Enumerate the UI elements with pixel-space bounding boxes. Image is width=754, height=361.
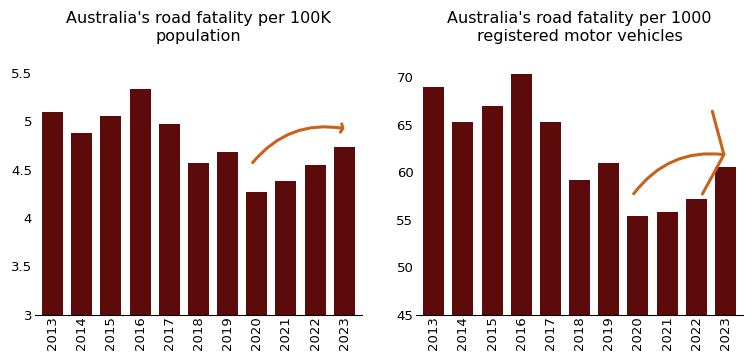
Bar [569,180,590,315]
Bar [627,216,648,315]
Bar [100,117,121,315]
Bar [715,168,736,315]
Bar [158,124,179,315]
Title: Australia's road fatality per 100K
population: Australia's road fatality per 100K popul… [66,11,331,44]
Title: Australia's road fatality per 1000
registered motor vehicles: Australia's road fatality per 1000 regis… [447,11,712,44]
Bar [452,122,474,315]
Bar [71,133,92,315]
Bar [598,163,619,315]
Bar [305,165,326,315]
Bar [482,106,502,315]
Bar [334,147,354,315]
Bar [130,90,151,315]
Bar [247,192,267,315]
Bar [217,152,238,315]
Bar [188,163,209,315]
Bar [540,122,561,315]
Bar [275,181,296,315]
Bar [423,87,444,315]
Bar [657,212,678,315]
Bar [510,74,532,315]
Bar [685,199,706,315]
Bar [42,112,63,315]
